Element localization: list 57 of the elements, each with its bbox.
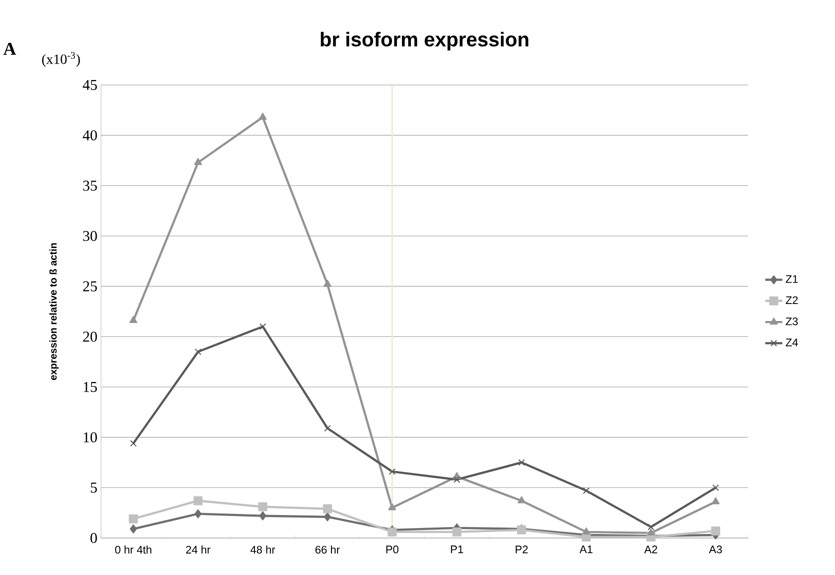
point <box>582 527 590 534</box>
legend-label: Z2 <box>786 296 798 304</box>
point <box>194 158 202 166</box>
point <box>130 524 137 534</box>
y-tick-label: 0 <box>90 532 97 544</box>
legend-label: Z3 <box>786 318 798 326</box>
y-tick-label: 5 <box>90 482 97 493</box>
point <box>323 280 332 287</box>
y-tick-label: 20 <box>83 332 97 342</box>
point <box>259 323 266 330</box>
x-tick-label: P2 <box>516 546 528 554</box>
point <box>194 496 203 506</box>
x-tick-label: P1 <box>451 546 464 554</box>
point <box>258 502 268 512</box>
point <box>711 526 720 536</box>
text: A <box>3 42 16 55</box>
x-tick-label: 0 hr 4th <box>115 546 152 554</box>
point <box>648 524 654 530</box>
x-tick-label: P0 <box>386 546 398 554</box>
legend-label: Z1 <box>786 275 798 283</box>
point <box>259 511 266 520</box>
point <box>388 503 396 510</box>
y-tick-label: 35 <box>83 180 97 191</box>
point <box>322 504 332 514</box>
x-tick-label: 66 hr <box>315 546 340 554</box>
point <box>712 484 719 491</box>
y-axis-title: expression relative to ß actin <box>49 243 59 380</box>
point <box>582 487 590 494</box>
x-tick-label: A1 <box>580 546 592 554</box>
point <box>388 468 396 475</box>
point <box>324 424 331 432</box>
x-tick-label: A2 <box>644 546 658 554</box>
point <box>258 112 267 120</box>
y-tick-label: 15 <box>84 382 97 392</box>
text: (x10$^{-3}$) <box>42 52 80 67</box>
point <box>452 527 462 536</box>
x-tick-label: 24 hr <box>186 546 210 554</box>
point <box>646 528 655 536</box>
x-tick-label: 48 hr <box>250 546 276 554</box>
point <box>518 496 526 504</box>
point <box>712 497 720 504</box>
point <box>518 459 525 466</box>
y-tick-label: 40 <box>82 130 97 140</box>
point <box>129 316 138 324</box>
y-tick-label: 10 <box>84 432 97 442</box>
y-tick-label: 25 <box>83 281 97 292</box>
point <box>324 512 331 522</box>
point <box>130 440 137 447</box>
chart-title: br isoform expression <box>320 32 528 50</box>
y-tick-label: 45 <box>82 80 97 90</box>
point <box>454 476 460 483</box>
point <box>194 509 202 518</box>
legend-label: Z4 <box>786 338 798 346</box>
point <box>194 348 202 356</box>
x-tick-label: A3 <box>708 546 722 554</box>
y-tick-label: 30 <box>83 230 97 242</box>
point <box>128 514 138 524</box>
